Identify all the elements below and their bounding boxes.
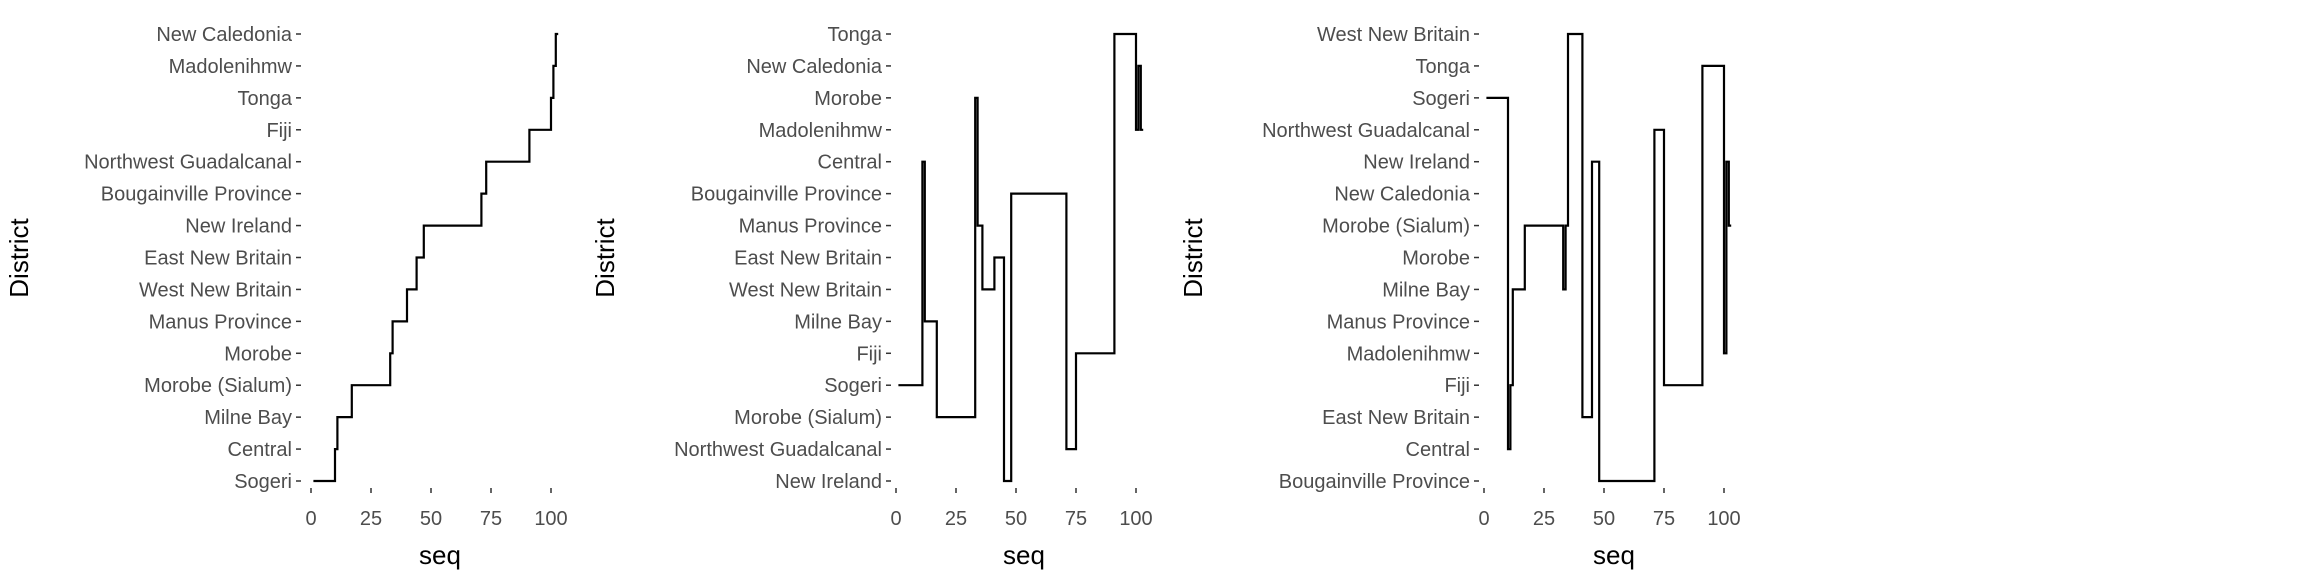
y-tick-label: Central xyxy=(228,439,292,461)
chart-panel-2: New Ireland Northwest Guadalcanal Morobe (… xyxy=(590,24,1153,570)
x-tick-label: 0 xyxy=(305,508,316,530)
y-tick-label: Fiji xyxy=(1444,375,1470,397)
y-tick-label: New Caledonia xyxy=(1334,184,1471,206)
x-tick-label: 75 xyxy=(1065,508,1087,530)
y-tick-label: Tonga xyxy=(1416,56,1471,78)
x-tick-label: 25 xyxy=(360,508,382,530)
y-tick-label: Sogeri xyxy=(1412,88,1470,110)
x-tick-label: 25 xyxy=(1533,508,1555,530)
x-tick-label: 0 xyxy=(890,508,901,530)
y-tick-label: Madolenihmw xyxy=(169,56,293,78)
series-line xyxy=(1486,32,1732,483)
y-tick-label: New Caledonia xyxy=(156,24,293,46)
y-tick-label: Morobe xyxy=(1402,248,1470,270)
y-tick-label: West New Britain xyxy=(729,279,882,301)
x-axis-title: seq xyxy=(1003,540,1045,570)
y-tick-label: Bougainville Province xyxy=(1279,471,1470,493)
y-tick-label: Sogeri xyxy=(234,471,292,493)
x-tick-label: 75 xyxy=(1653,508,1675,530)
x-axis-title: seq xyxy=(419,540,461,570)
y-tick-label: Milne Bay xyxy=(204,407,292,429)
y-tick-label: Northwest Guadalcanal xyxy=(674,439,882,461)
x-tick-label: 100 xyxy=(1119,508,1152,530)
y-tick-label: Central xyxy=(818,152,882,174)
y-tick-label: Morobe (Sialum) xyxy=(144,375,292,397)
series-line xyxy=(898,32,1144,483)
y-tick-label: Bougainville Province xyxy=(691,184,882,206)
y-tick-label: Fiji xyxy=(856,343,882,365)
x-tick-label: 75 xyxy=(480,508,502,530)
y-tick-label: East New Britain xyxy=(1322,407,1470,429)
y-tick-label: East New Britain xyxy=(734,248,882,270)
y-tick-label: Madolenihmw xyxy=(1347,343,1471,365)
x-tick-label: 100 xyxy=(534,508,567,530)
series-line xyxy=(313,32,559,483)
y-tick-label: Manus Province xyxy=(739,216,882,238)
x-tick-label: 50 xyxy=(420,508,442,530)
y-tick-label: Milne Bay xyxy=(1382,279,1470,301)
y-tick-label: Northwest Guadalcanal xyxy=(84,152,292,174)
x-axis-title: seq xyxy=(1593,540,1635,570)
y-axis-title: District xyxy=(590,218,620,298)
y-tick-label: New Caledonia xyxy=(746,56,883,78)
y-tick-label: Manus Province xyxy=(1327,311,1470,333)
y-tick-label: Madolenihmw xyxy=(759,120,883,142)
chart-panel-1: Sogeri Central Milne Bay Morobe (Sialum) Mor… xyxy=(4,24,568,570)
y-tick-label: Milne Bay xyxy=(794,311,882,333)
x-tick-label: 50 xyxy=(1005,508,1027,530)
y-axis-title: District xyxy=(1178,218,1208,298)
y-tick-label: Morobe (Sialum) xyxy=(1322,216,1470,238)
y-tick-label: Northwest Guadalcanal xyxy=(1262,120,1470,142)
x-tick-label: 100 xyxy=(1707,508,1740,530)
y-tick-label: Central xyxy=(1406,439,1470,461)
y-axis-title: District xyxy=(4,218,34,298)
y-tick-label: West New Britain xyxy=(139,279,292,301)
y-tick-label: Manus Province xyxy=(149,311,292,333)
y-tick-label: East New Britain xyxy=(144,248,292,270)
x-tick-label: 0 xyxy=(1478,508,1489,530)
y-tick-label: Tonga xyxy=(238,88,293,110)
y-tick-label: Bougainville Province xyxy=(101,184,292,206)
y-tick-label: New Ireland xyxy=(185,216,292,238)
y-tick-label: West New Britain xyxy=(1317,24,1470,46)
y-tick-label: Sogeri xyxy=(824,375,882,397)
y-tick-label: Morobe (Sialum) xyxy=(734,407,882,429)
x-tick-label: 25 xyxy=(945,508,967,530)
y-tick-label: Tonga xyxy=(828,24,883,46)
y-tick-label: Morobe xyxy=(814,88,882,110)
chart-panel-3: Bougainville Province Central East New Bri… xyxy=(1178,24,1741,570)
x-tick-label: 50 xyxy=(1593,508,1615,530)
y-tick-label: Fiji xyxy=(266,120,292,142)
y-tick-label: Morobe xyxy=(224,343,292,365)
y-tick-label: New Ireland xyxy=(1363,152,1470,174)
y-tick-label: New Ireland xyxy=(775,471,882,493)
